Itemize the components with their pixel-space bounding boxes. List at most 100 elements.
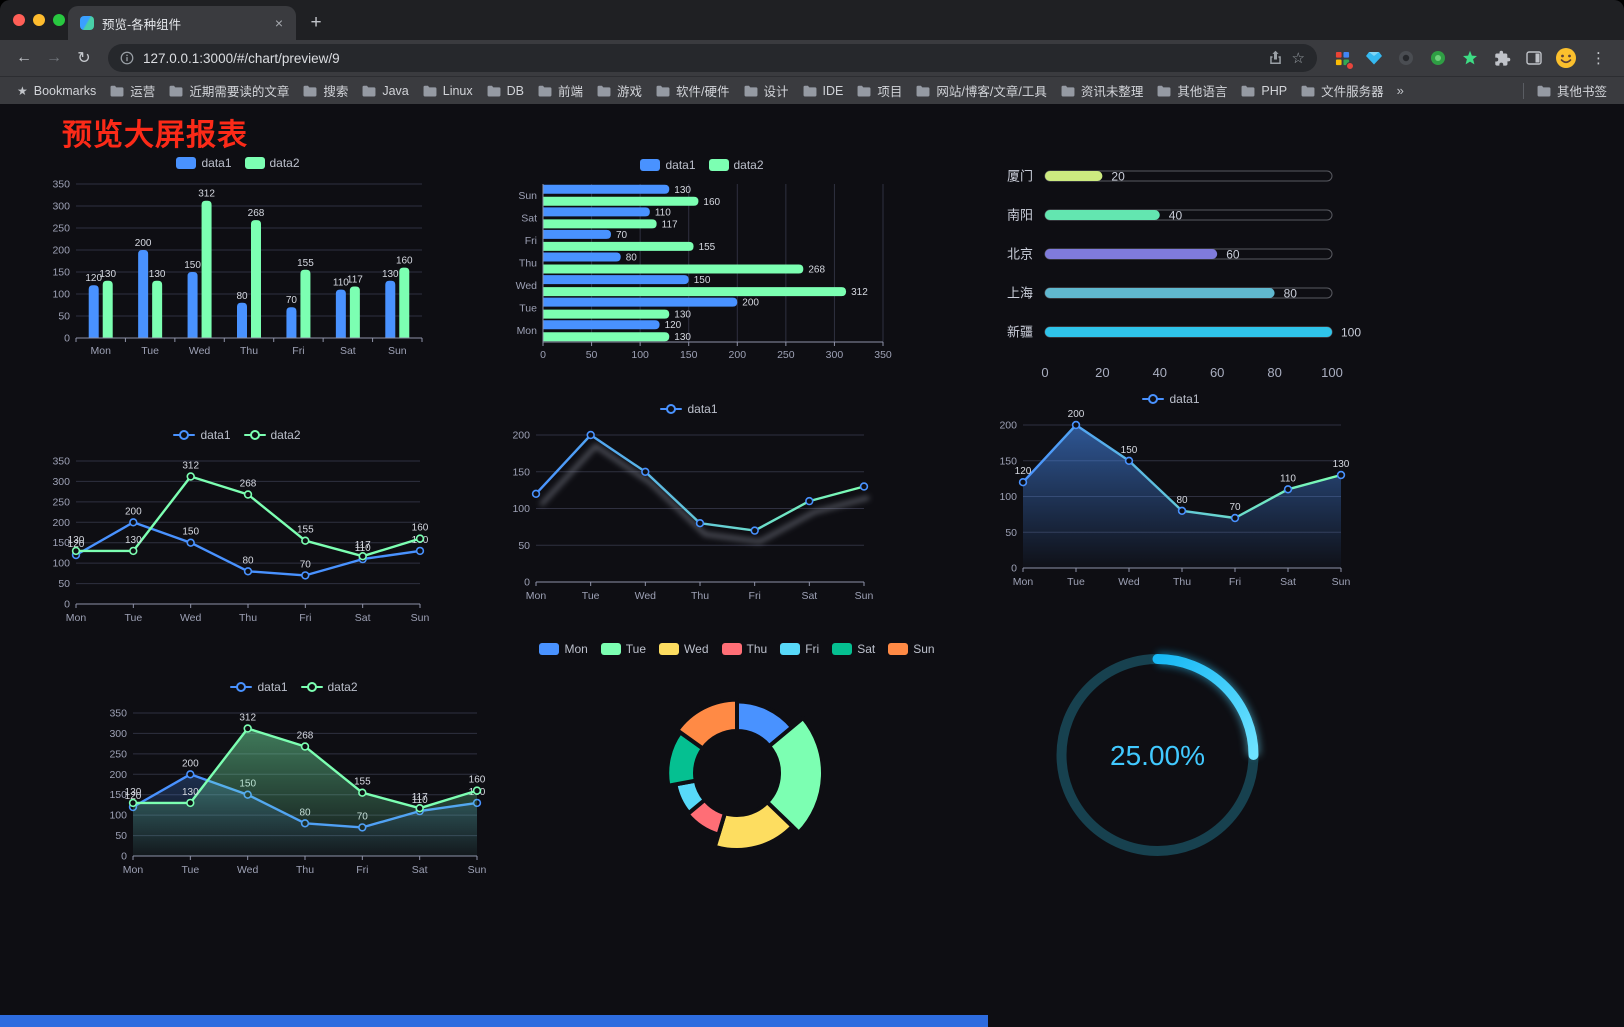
window-minimize-button[interactable] — [33, 14, 45, 26]
back-button[interactable]: ← — [16, 49, 32, 66]
svg-text:150: 150 — [680, 349, 698, 361]
legend-item[interactable]: data1 — [1142, 392, 1200, 406]
grouped-bar-chart[interactable]: data1 data2 0 50 100 150 200 250 300 350 Mon 120 130… — [38, 152, 438, 364]
legend-item[interactable]: Sun — [888, 642, 935, 656]
other-bookmarks-folder[interactable]: 其他书签 — [1530, 79, 1614, 102]
svg-text:150: 150 — [184, 260, 201, 271]
bookmark-star-icon[interactable]: ☆ — [1291, 50, 1305, 67]
legend-item[interactable]: data2 — [300, 680, 358, 694]
svg-text:117: 117 — [412, 792, 428, 803]
legend-item[interactable]: Fri — [780, 642, 819, 656]
area-line-chart[interactable]: data1 0 50 100 150 200 Mon Tue Wed Thu Fri Sat Sun 12… — [985, 388, 1357, 596]
legend-item[interactable]: Thu — [721, 642, 767, 656]
tab-close-icon[interactable]: × — [274, 15, 284, 31]
bookmark-item[interactable]: IDE — [796, 82, 851, 100]
legend-item[interactable]: Tue — [600, 642, 646, 656]
window-close-button[interactable] — [13, 14, 25, 26]
bookmark-item[interactable]: 游戏 — [590, 79, 649, 102]
chart-canvas: 厦门 20 南阳 40 北京 60 上海 80 新疆 100 0 20 40 60 80 100 — [1007, 169, 1361, 381]
bookmark-item[interactable]: 运营 — [103, 79, 162, 102]
legend-item[interactable]: Wed — [659, 642, 709, 656]
extension-icon-colorful[interactable] — [1331, 47, 1354, 70]
line-area-chart[interactable]: data1 data2 0 50 100 150 200 250 300 350 Mon Tue Wed… — [95, 676, 493, 884]
legend-item[interactable]: Sat — [832, 642, 875, 656]
legend-item[interactable]: data1 — [176, 156, 232, 170]
address-bar[interactable]: 127.0.0.1:3000/#/chart/preview/9 ☆ — [108, 44, 1317, 72]
forward-button[interactable]: → — [46, 49, 62, 66]
svg-text:Sun: Sun — [1332, 576, 1351, 588]
bookmark-item[interactable]: 近期需要读的文章 — [162, 79, 296, 102]
site-info-icon[interactable] — [120, 51, 134, 65]
extension-icon-star[interactable] — [1459, 47, 1481, 69]
svg-text:Thu: Thu — [1173, 576, 1191, 588]
svg-text:Mon: Mon — [526, 590, 547, 602]
svg-text:200: 200 — [52, 517, 70, 529]
bookmarks-root[interactable]: ★ Bookmarks — [10, 82, 103, 100]
url-text[interactable]: 127.0.0.1:3000/#/chart/preview/9 — [143, 50, 340, 66]
swatch-legend-icon — [600, 643, 621, 655]
svg-text:Thu: Thu — [296, 864, 314, 876]
bookmarks-star-icon: ★ — [17, 83, 28, 98]
extension-icon-green-circle[interactable] — [1427, 47, 1449, 69]
swatch-legend-icon — [539, 643, 560, 655]
bookmark-item[interactable]: Java — [355, 82, 415, 100]
svg-text:200: 200 — [999, 420, 1017, 432]
svg-text:110: 110 — [655, 207, 671, 218]
bookmark-item[interactable]: 项目 — [850, 79, 909, 102]
svg-text:117: 117 — [662, 219, 678, 230]
bookmark-item[interactable]: 前端 — [531, 79, 590, 102]
extension-icon-dark-circle[interactable] — [1395, 47, 1417, 69]
reload-button[interactable]: ↻ — [77, 50, 91, 67]
legend-item[interactable]: Mon — [539, 642, 588, 656]
gradient-line-chart[interactable]: data1 0 50 100 150 200 Mon Tue Wed Thu Fri Sat Sun — [498, 398, 880, 610]
legend-item[interactable]: data1 — [173, 428, 231, 442]
legend-item[interactable]: data2 — [244, 156, 300, 170]
share-icon[interactable] — [1268, 50, 1283, 66]
legend-item[interactable]: data1 — [660, 402, 718, 416]
bookmark-item[interactable]: 设计 — [737, 79, 796, 102]
browser-tab[interactable]: 预览-各种组件 × — [68, 6, 296, 40]
new-tab-button[interactable]: + — [310, 12, 322, 33]
legend-item[interactable]: data2 — [708, 158, 764, 172]
svg-text:Fri: Fri — [525, 235, 537, 247]
rose-pie-chart[interactable]: Mon Tue Wed Thu Fri Sat Sun — [539, 638, 935, 870]
window-zoom-button[interactable] — [53, 14, 65, 26]
bookmark-item[interactable]: PHP — [1234, 82, 1294, 100]
svg-text:312: 312 — [851, 287, 868, 298]
svg-text:130: 130 — [149, 269, 166, 280]
bookmark-item[interactable]: 搜索 — [296, 79, 355, 102]
svg-text:20: 20 — [1111, 170, 1125, 184]
bookmark-item[interactable]: 资讯未整理 — [1054, 79, 1151, 102]
svg-text:150: 150 — [999, 455, 1017, 467]
multi-line-chart[interactable]: data1 data2 0 50 100 150 200 250 300 350 Mon Tue Wed… — [38, 424, 436, 632]
svg-text:150: 150 — [512, 466, 530, 478]
tab-favicon-icon — [80, 16, 94, 30]
folder-icon — [362, 85, 376, 96]
horizontal-bar-chart[interactable]: data1 data2 0 50 100 150 200 250 300 350 Sun 130 160… — [503, 154, 901, 366]
bookmark-item[interactable]: 网站/博客/文章/工具 — [909, 79, 1053, 102]
legend-item[interactable]: data1 — [230, 680, 288, 694]
bookmarks-overflow-chevron[interactable]: » — [1396, 83, 1404, 98]
bookmark-item[interactable]: 软件/硬件 — [649, 79, 736, 102]
line-legend-icon — [660, 403, 683, 415]
profile-avatar[interactable] — [1555, 47, 1577, 69]
svg-text:Tue: Tue — [582, 590, 600, 602]
bookmark-item[interactable]: 文件服务器 — [1294, 79, 1391, 102]
svg-text:0: 0 — [1041, 365, 1048, 380]
bookmark-item[interactable]: DB — [480, 82, 531, 100]
gauge-chart[interactable]: 25.00% — [1040, 640, 1275, 870]
folder-icon — [1061, 85, 1075, 96]
side-panel-icon[interactable] — [1523, 47, 1545, 69]
browser-menu-icon[interactable]: ⋮ — [1591, 50, 1606, 67]
extension-icon-gem[interactable] — [1363, 47, 1385, 69]
capsule-bar-chart[interactable]: 厦门 20 南阳 40 北京 60 上海 80 新疆 100 0 20 40 60 80 100 — [995, 160, 1370, 385]
svg-text:Wed: Wed — [635, 590, 657, 602]
svg-text:上海: 上海 — [1007, 286, 1033, 301]
legend-item[interactable]: data1 — [640, 158, 696, 172]
legend-item[interactable]: data2 — [243, 428, 301, 442]
page-title: 预览大屏报表 — [62, 119, 248, 152]
bookmark-item[interactable]: Linux — [416, 82, 480, 100]
extensions-puzzle-icon[interactable] — [1491, 47, 1513, 69]
bookmark-item[interactable]: 其他语言 — [1150, 79, 1234, 102]
